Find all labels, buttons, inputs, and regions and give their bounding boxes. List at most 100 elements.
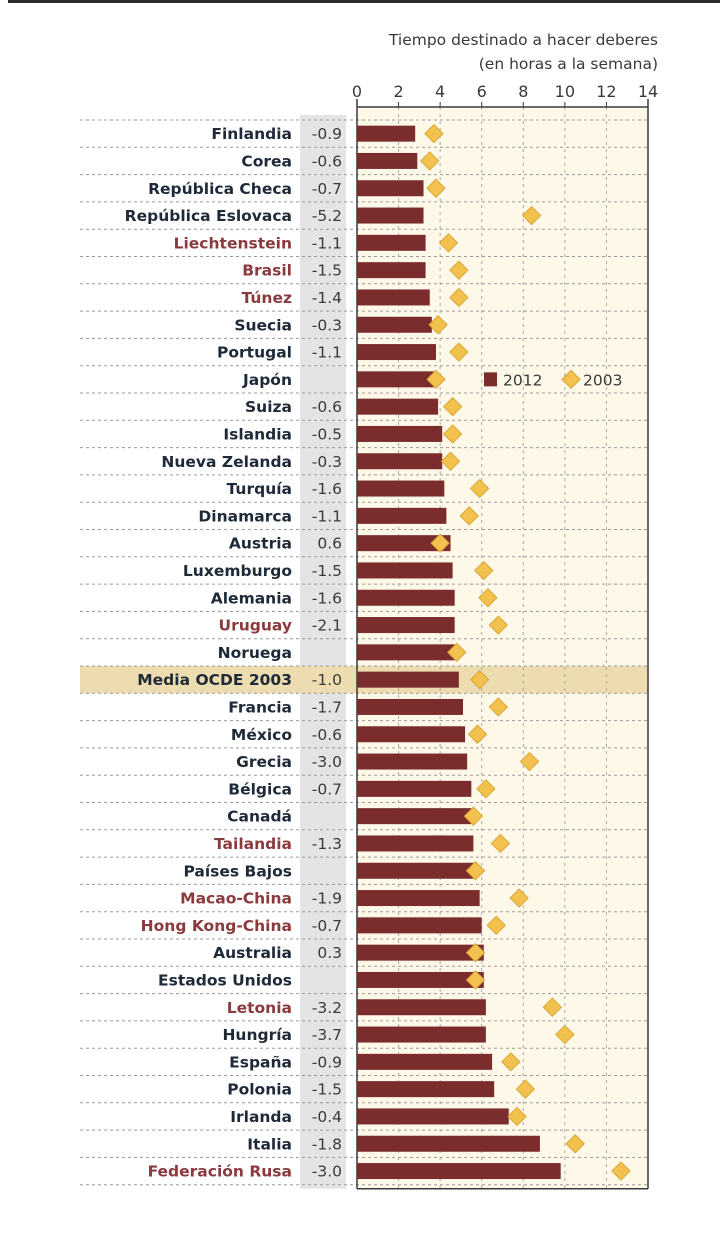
table-row: Italia -1.8 (247, 1134, 585, 1154)
chart-title-block: Tiempo destinado a hacer deberes (en hor… (389, 28, 658, 76)
country-label: Estados Unidos (158, 971, 292, 989)
x-tick-label: 12 (596, 82, 616, 101)
country-label: Corea (241, 152, 292, 170)
country-label: Brasil (242, 262, 292, 280)
country-label: Dinamarca (198, 507, 292, 525)
legend-swatch-2012 (484, 372, 497, 387)
change-value: -0.9 (312, 125, 342, 143)
bar-2012 (357, 535, 451, 552)
table-row: Hong Kong-China -0.7 (141, 915, 506, 936)
table-row: Finlandia -0.9 (211, 123, 444, 144)
table-row: Brasil -1.5 (242, 260, 469, 280)
table-row: Grecia -3.0 (236, 751, 540, 772)
change-value: -2.1 (312, 617, 342, 635)
change-value: -1.5 (312, 262, 342, 280)
bar-2012 (357, 1135, 540, 1152)
change-value: -1.5 (312, 1081, 342, 1099)
country-label: Irlanda (230, 1108, 292, 1126)
marker-2003 (424, 123, 444, 144)
table-row: España -0.9 (229, 1052, 521, 1072)
marker-2003 (465, 861, 486, 881)
marker-2003 (467, 724, 488, 744)
table-row: Australia 0.3 (213, 942, 486, 963)
change-value: -1.5 (312, 562, 342, 580)
table-row: Letonia -3.2 (227, 997, 563, 1017)
table-row: Austria 0.6 (229, 533, 451, 553)
change-value: -1.7 (312, 698, 342, 716)
change-value: -0.9 (312, 1053, 342, 1071)
legend-label-2012: 2012 (503, 371, 542, 389)
x-tick-label: 10 (555, 82, 575, 101)
bar-2012 (357, 999, 486, 1016)
country-label: República Checa (148, 180, 292, 198)
marker-2003 (442, 396, 463, 417)
country-label: Macao-China (180, 890, 292, 908)
change-value: -5.2 (312, 207, 342, 225)
country-label: Francia (228, 698, 292, 716)
table-row: República Eslovaca -5.2 (125, 205, 542, 226)
country-label: República Eslovaca (125, 207, 292, 225)
bar-2012 (357, 562, 453, 579)
bar-2012 (357, 671, 459, 688)
change-value: -1.3 (312, 835, 342, 853)
table-row: Túnez -1.4 (242, 287, 469, 308)
bar-2012 (357, 780, 472, 797)
table-row: Nueva Zelanda -0.3 (161, 451, 461, 471)
country-label: Nueva Zelanda (161, 453, 292, 471)
legend-label-2003: 2003 (583, 371, 622, 389)
change-value: -1.4 (312, 289, 342, 307)
marker-2003 (509, 888, 529, 908)
change-value: -0.7 (312, 180, 342, 198)
country-label: Alemania (211, 589, 292, 607)
bar-2012 (357, 1108, 509, 1125)
table-row: Japón (242, 369, 446, 390)
country-label: Media OCDE 2003 (137, 671, 292, 689)
bar-2012 (357, 262, 426, 279)
table-row: Uruguay -2.1 (219, 615, 509, 635)
marker-2003 (440, 451, 461, 471)
marker-2003 (521, 205, 542, 226)
change-value: -1.0 (312, 671, 342, 689)
change-value: -1.9 (312, 890, 342, 908)
bar-2012 (357, 371, 434, 388)
x-tick-label: 8 (518, 82, 528, 101)
marker-2003 (426, 369, 446, 390)
country-label: España (229, 1053, 292, 1071)
marker-2003 (420, 151, 440, 171)
marker-2003 (488, 697, 509, 717)
bar-2012 (357, 1163, 561, 1180)
table-row: Países Bajos (183, 861, 486, 881)
change-value: -3.0 (312, 753, 342, 771)
change-value: 0.6 (317, 535, 342, 553)
marker-2003 (565, 1134, 585, 1154)
chart-subtitle: (en horas a la semana) (478, 55, 658, 73)
table-row: Estados Unidos (158, 970, 486, 990)
bar-2012 (357, 152, 418, 169)
bar-2012 (357, 344, 436, 361)
country-label: Uruguay (219, 617, 292, 635)
change-value: -0.7 (312, 780, 342, 798)
bar-2012 (357, 589, 455, 606)
table-row: Macao-China -1.9 (180, 888, 529, 908)
table-row: Alemania -1.6 (211, 588, 498, 608)
marker-2003 (465, 970, 486, 990)
marker-2003 (490, 833, 511, 854)
legend-marker-2003 (561, 369, 581, 390)
change-value: -1.6 (312, 480, 342, 498)
table-row: Suecia -0.3 (234, 315, 448, 335)
bar-2012 (357, 234, 426, 251)
country-label: Tailandia (214, 835, 292, 853)
change-value: -0.3 (312, 316, 342, 334)
country-label: Polonia (227, 1081, 292, 1099)
bar-2012 (357, 1081, 495, 1098)
bar-2012 (357, 753, 468, 770)
change-value: -0.6 (312, 726, 342, 744)
marker-2003 (426, 178, 446, 198)
change-column-background (300, 115, 346, 1189)
table-row: Noruega (218, 642, 467, 663)
change-value: -1.6 (312, 589, 342, 607)
bar-2012 (357, 316, 432, 333)
change-value: -0.6 (312, 398, 342, 416)
bar-2012 (357, 207, 424, 224)
marker-2003 (507, 1106, 527, 1127)
